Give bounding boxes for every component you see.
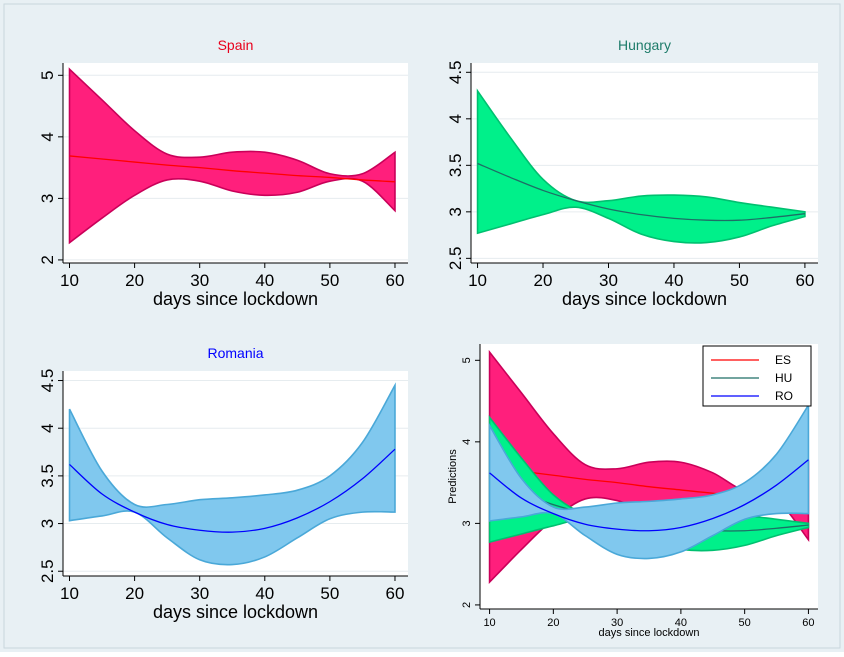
y-tick-label: 3 <box>446 207 465 216</box>
chart-panel-4: 10 20 30 40 50 60 2 3 4 5 days since lockdown Predi… <box>418 338 830 639</box>
series-ci-band <box>476 88 806 244</box>
x-tick-label: 30 <box>190 271 209 290</box>
y-axis-label: Predictions <box>447 449 459 504</box>
series-1-ci-band <box>488 349 810 585</box>
x-tick-label: 10 <box>468 271 487 290</box>
y-tick-label: 2 <box>38 255 57 264</box>
legend-label: HU <box>775 371 792 385</box>
x-tick-label: 20 <box>547 617 559 629</box>
y-tick-label: 2.5 <box>446 247 465 271</box>
x-tick-label: 40 <box>675 617 687 629</box>
x-tick-label: 60 <box>795 271 814 290</box>
y-tick-label: 4 <box>38 132 57 141</box>
x-tick-label: 10 <box>483 617 495 629</box>
x-axis-label: days since lockdown <box>562 289 727 309</box>
chart-panel-3: Romania 10 20 30 40 50 60 2.5 3 3.5 4 4.5 days since… <box>15 338 410 630</box>
series-prediction-line <box>477 162 805 222</box>
y-tick-label: 3 <box>38 519 57 528</box>
y-tick-label: 4.5 <box>446 60 465 84</box>
series-ci-band <box>68 382 396 566</box>
x-tick-label: 50 <box>320 271 339 290</box>
y-tick-label: 2 <box>461 602 473 608</box>
y-tick-label: 3.5 <box>446 154 465 178</box>
chart-panels: Spain 10 20 30 40 50 60 2 3 4 5 days since lockdown… <box>15 30 830 639</box>
y-tick-label: 3 <box>461 520 473 526</box>
x-tick-label: 20 <box>125 584 144 603</box>
series-3-prediction-line <box>489 459 809 532</box>
x-tick-label: 50 <box>739 617 751 629</box>
x-tick-label: 40 <box>255 584 274 603</box>
x-tick-label: 30 <box>611 617 623 629</box>
y-tick-label: 4.5 <box>38 369 57 393</box>
x-tick-label: 30 <box>190 584 209 603</box>
y-tick-label: 4 <box>461 439 473 445</box>
legend-label: RO <box>775 389 793 403</box>
x-tick-label: 10 <box>60 271 79 290</box>
y-tick-label: 4 <box>38 423 57 432</box>
series-prediction-line <box>69 448 396 533</box>
x-tick-label: 30 <box>599 271 618 290</box>
y-tick-label: 5 <box>461 357 473 363</box>
x-tick-label: 10 <box>60 584 79 603</box>
chart-panel-2: Hungary 10 20 30 40 50 60 2.5 3 3.5 4 4.5 days since… <box>418 30 830 309</box>
x-tick-label: 20 <box>125 271 144 290</box>
x-axis-label: days since lockdown <box>153 289 318 309</box>
y-tick-label: 3.5 <box>38 464 57 488</box>
x-tick-label: 50 <box>320 584 339 603</box>
legend-box <box>702 345 812 407</box>
y-tick-label: 4 <box>446 114 465 123</box>
y-tick-label: 5 <box>38 71 57 80</box>
chart-title: Spain <box>218 37 254 53</box>
x-tick-label: 60 <box>386 271 405 290</box>
y-tick-label: 2.5 <box>38 559 57 583</box>
x-tick-label: 60 <box>802 617 814 629</box>
x-axis-label: days since lockdown <box>599 627 700 639</box>
x-axis-label: days since lockdown <box>153 602 318 622</box>
x-tick-label: 20 <box>534 271 553 290</box>
chart-title: Hungary <box>618 37 671 53</box>
figure-border <box>3 3 841 649</box>
y-tick-label: 3 <box>38 194 57 203</box>
series-prediction-line <box>69 155 396 183</box>
x-tick-label: 40 <box>665 271 684 290</box>
x-tick-label: 60 <box>386 584 405 603</box>
legend-label: ES <box>775 353 791 367</box>
x-tick-label: 40 <box>255 271 274 290</box>
chart-title: Romania <box>207 345 263 361</box>
series-ci-band <box>68 67 396 245</box>
x-tick-label: 50 <box>730 271 749 290</box>
chart-panel-1: Spain 10 20 30 40 50 60 2 3 4 5 days since lockdown <box>15 30 410 309</box>
